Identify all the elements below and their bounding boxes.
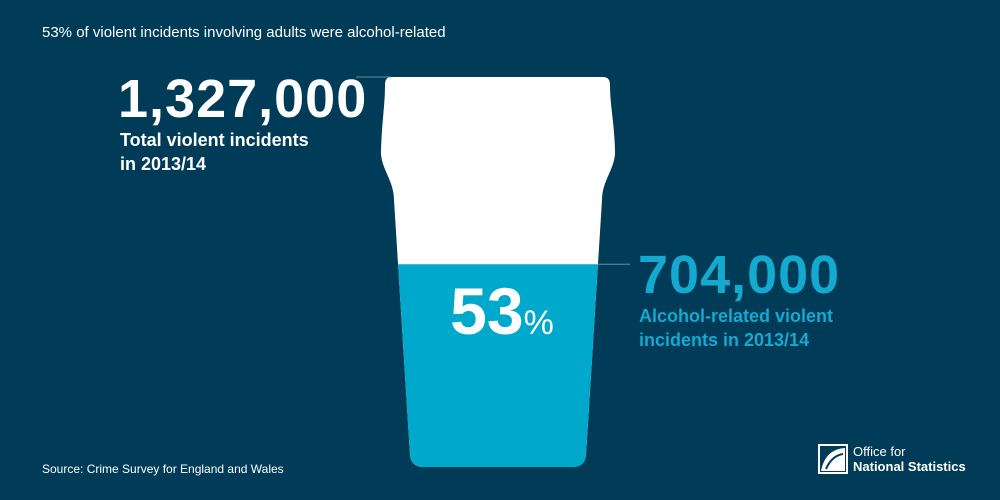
alcohol-incidents-label: Alcohol-related violent incidents in 201… bbox=[639, 304, 879, 352]
logo-line1: Office for bbox=[853, 444, 906, 459]
logo-line2: National Statistics bbox=[853, 459, 966, 474]
total-incidents-value: 1,327,000 bbox=[118, 69, 368, 129]
percent-number: 53 bbox=[450, 274, 523, 348]
source-note: Source: Crime Survey for England and Wal… bbox=[42, 462, 284, 476]
ons-logo: Office for National Statistics bbox=[818, 444, 966, 474]
chart-title: 53% of violent incidents involving adult… bbox=[42, 24, 446, 41]
ons-logo-icon bbox=[818, 444, 848, 474]
total-incidents-label-line1: Total violent incidents bbox=[120, 130, 309, 150]
alcohol-incidents-label-line1: Alcohol-related violent bbox=[639, 306, 834, 326]
total-incidents-label: Total violent incidents in 2013/14 bbox=[120, 128, 350, 176]
percent-sign: % bbox=[524, 304, 554, 342]
alcohol-incidents-value: 704,000 bbox=[638, 245, 841, 305]
percent-label: 53% bbox=[450, 274, 554, 348]
glass-fill-level bbox=[380, 264, 616, 467]
total-incidents-label-line2: in 2013/14 bbox=[120, 154, 207, 174]
alcohol-incidents-label-line2: incidents in 2013/14 bbox=[639, 330, 810, 350]
